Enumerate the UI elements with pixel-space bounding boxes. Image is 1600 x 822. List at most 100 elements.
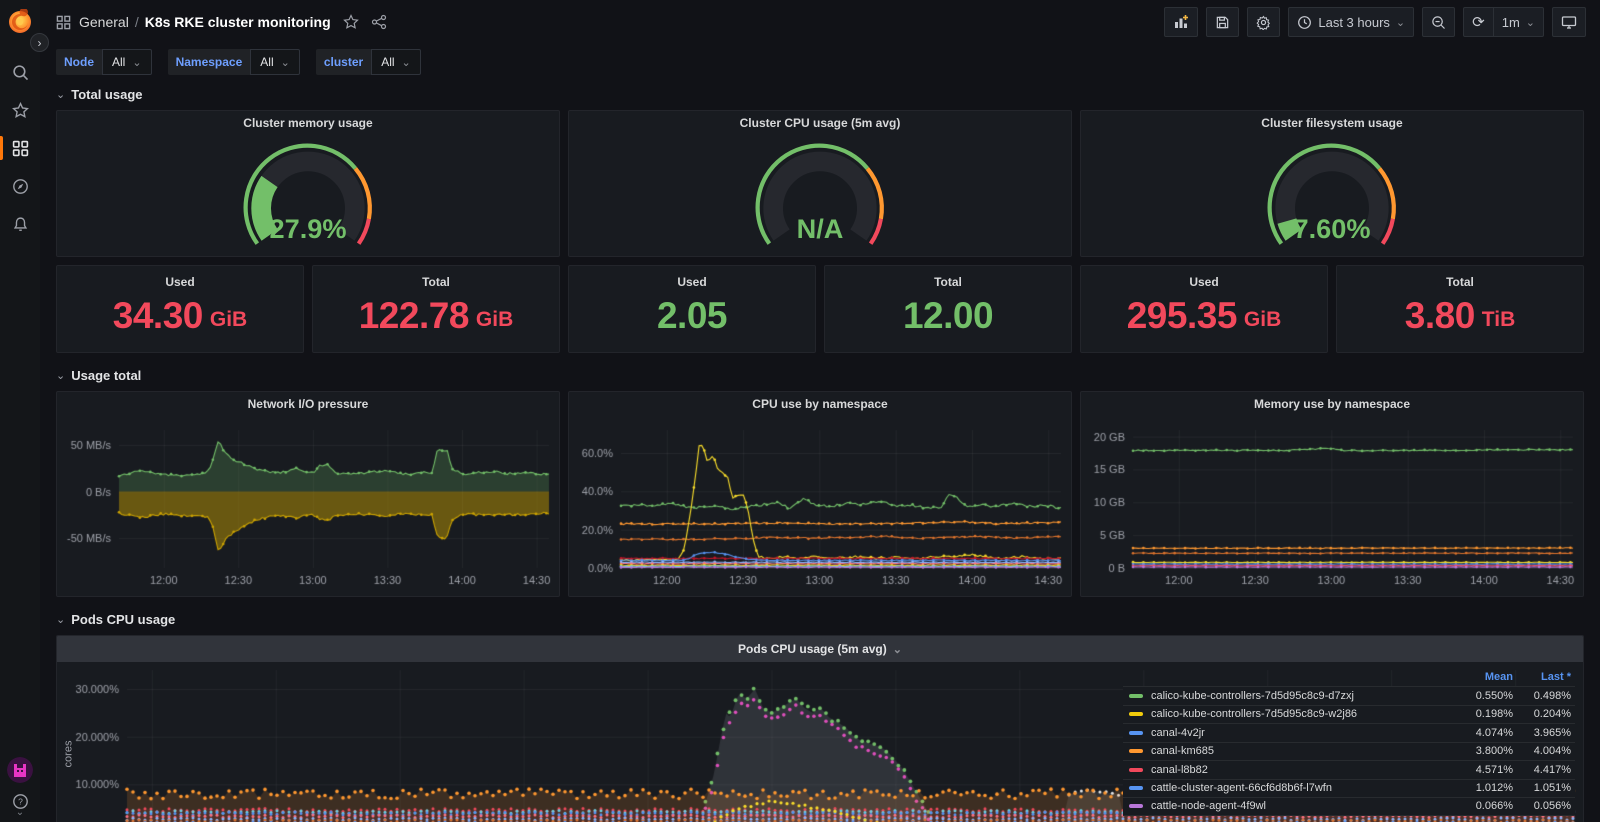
refresh-button[interactable]: ⟳ [1463, 7, 1493, 37]
panel-memory_by_namespace: Memory use by namespace [1080, 391, 1584, 597]
legend-row: cattle-cluster-agent-66cf6d8b6f-l7wfn 1.0… [1123, 778, 1575, 797]
sidebar-item-search[interactable] [0, 53, 40, 91]
bell-icon [13, 216, 27, 231]
sidebar-item-explore[interactable] [0, 167, 40, 205]
memory_by_namespace-chart-canvas[interactable] [1081, 416, 1583, 592]
variable-value: All [381, 55, 395, 69]
star-dashboard-icon[interactable] [342, 14, 359, 30]
chevron-down-icon: ⌄ [1395, 16, 1406, 29]
panel-title[interactable]: Cluster memory usage [243, 116, 373, 130]
panel-pods-cpu-usage: Pods CPU usage (5m avg) ⌄ cores Mean Last… [56, 635, 1584, 822]
series-last-value: 1.051% [1533, 782, 1571, 795]
legend-header-last[interactable]: Last * [1541, 671, 1571, 683]
panel-title[interactable]: Used [677, 275, 707, 289]
save-dashboard-button[interactable] [1206, 7, 1240, 37]
panel-title[interactable]: Total [934, 275, 962, 289]
stat-row: Used 34.30 GiB Total 122.78 GiB Used 2.05 Total 1… [56, 265, 1584, 353]
breadcrumb-folder[interactable]: General [79, 14, 129, 30]
series-label[interactable]: canal-4v2jr [1151, 726, 1205, 739]
refresh-interval-label: 1m [1501, 14, 1520, 30]
series-mean-value: 4.074% [1475, 726, 1513, 739]
series-color-swatch [1129, 712, 1143, 717]
chevron-down-icon: ⌄ [56, 369, 66, 382]
dashboard-settings-button[interactable] [1247, 7, 1281, 37]
series-color-swatch [1129, 767, 1143, 772]
panel-title[interactable]: CPU use by namespace [752, 397, 888, 411]
user-avatar[interactable] [7, 757, 33, 783]
series-label[interactable]: canal-km685 [1151, 745, 1214, 758]
panel-title[interactable]: Cluster filesystem usage [1261, 116, 1403, 130]
variable-node: Node All ⌄ [56, 49, 152, 75]
series-mean-value: 3.800% [1475, 745, 1513, 758]
zoom-out-button[interactable] [1422, 7, 1456, 37]
variable-namespace: Namespace All ⌄ [167, 49, 300, 75]
panel-gauge: Cluster memory usage 27.9% [56, 110, 560, 257]
panel-title-pods-cpu-usage[interactable]: Pods CPU usage (5m avg) ⌄ [57, 636, 1583, 662]
panel-title[interactable]: Cluster CPU usage (5m avg) [739, 116, 901, 130]
series-label[interactable]: calico-kube-controllers-7d5d95c8c9-d7zxj [1151, 689, 1354, 702]
stat-value: 295.35 GiB [1126, 294, 1282, 336]
sidebar-expand-button[interactable]: › [30, 33, 49, 52]
share-dashboard-icon[interactable] [371, 14, 387, 30]
panel-title[interactable]: Used [165, 275, 195, 289]
panel-title[interactable]: Used [1189, 275, 1219, 289]
sidebar: › ? ⌄ [0, 0, 49, 822]
panel-stat-total: Total 12.00 [824, 265, 1072, 353]
section-usage-total[interactable]: ⌄ Usage total [56, 367, 142, 383]
legend-header-mean[interactable]: Mean [1484, 671, 1513, 683]
legend-row: calico-kube-controllers-7d5d95c8c9-d7zxj… [1123, 686, 1575, 705]
series-last-value: 3.965% [1533, 726, 1571, 739]
cpu_by_namespace-chart-canvas[interactable] [569, 416, 1071, 592]
panel-title[interactable]: Total [422, 275, 450, 289]
series-mean-value: 0.198% [1475, 708, 1513, 721]
sidebar-item-starred[interactable] [0, 91, 40, 129]
panel-stat-used: Used 295.35 GiB [1080, 265, 1328, 353]
variable-value: All [260, 55, 274, 69]
stat-value: 34.30 GiB [112, 294, 248, 336]
cycle-view-mode-button[interactable] [1552, 7, 1586, 37]
search-icon [12, 64, 28, 80]
panel-stat-total: Total 122.78 GiB [312, 265, 560, 353]
chevron-down-icon: ⌄ [56, 88, 66, 101]
time-range-picker[interactable]: Last 3 hours ⌄ [1288, 7, 1415, 37]
dashboards-grid-icon [12, 140, 28, 156]
series-label[interactable]: cattle-node-agent-4f9wl [1151, 800, 1266, 813]
series-label[interactable]: cattle-cluster-agent-66cf6d8b6f-l7wfn [1151, 782, 1332, 795]
breadcrumb-separator: / [134, 14, 139, 30]
variable-value-dropdown[interactable]: All ⌄ [250, 49, 300, 75]
stat-value: 3.80 TiB [1404, 294, 1516, 336]
panel-title[interactable]: Network I/O pressure [247, 397, 369, 411]
panel-network: Network I/O pressure [56, 391, 560, 597]
refresh-interval-dropdown[interactable]: 1m ⌄ [1492, 7, 1544, 37]
pods-chart-area: cores Mean Last * calico-kube-controllers-… [57, 662, 1583, 822]
zoom-out-icon [1432, 15, 1446, 29]
sidebar-item-help[interactable]: ? ⌄ [12, 793, 29, 818]
svg-text:?: ? [18, 797, 23, 807]
breadcrumb-dashboard-title[interactable]: K8s RKE cluster monitoring [144, 14, 331, 30]
variable-value-dropdown[interactable]: All ⌄ [371, 49, 421, 75]
dashboard-toolbar: Last 3 hours ⌄ ⟳ 1m ⌄ [1164, 7, 1586, 37]
panel-cpu_by_namespace: CPU use by namespace [568, 391, 1072, 597]
stat-value: 12.00 [902, 294, 994, 336]
clock-icon [1298, 15, 1312, 29]
panel-stat-used: Used 34.30 GiB [56, 265, 304, 353]
sidebar-item-dashboards[interactable] [0, 129, 40, 167]
compass-icon [12, 178, 28, 194]
variable-value-dropdown[interactable]: All ⌄ [102, 49, 152, 75]
gear-icon [1256, 15, 1271, 30]
series-last-value: 4.004% [1533, 745, 1571, 758]
add-panel-button[interactable] [1164, 7, 1199, 37]
section-total-usage[interactable]: ⌄ Total usage [56, 86, 143, 102]
add-panel-icon [1175, 15, 1189, 28]
variable-label: cluster [315, 49, 372, 75]
series-last-value: 0.056% [1533, 800, 1571, 813]
sidebar-item-alerting[interactable] [0, 205, 40, 243]
series-label[interactable]: calico-kube-controllers-7d5d95c8c9-w2j86 [1151, 708, 1358, 721]
series-label[interactable]: canal-l8b82 [1151, 763, 1208, 776]
svg-text:N/A: N/A [797, 213, 844, 244]
network-chart-canvas[interactable] [57, 416, 559, 592]
grafana-logo-icon[interactable] [7, 7, 33, 35]
section-pods-cpu-usage[interactable]: ⌄ Pods CPU usage [56, 611, 176, 627]
panel-title[interactable]: Total [1446, 275, 1474, 289]
panel-title[interactable]: Memory use by namespace [1253, 397, 1411, 411]
